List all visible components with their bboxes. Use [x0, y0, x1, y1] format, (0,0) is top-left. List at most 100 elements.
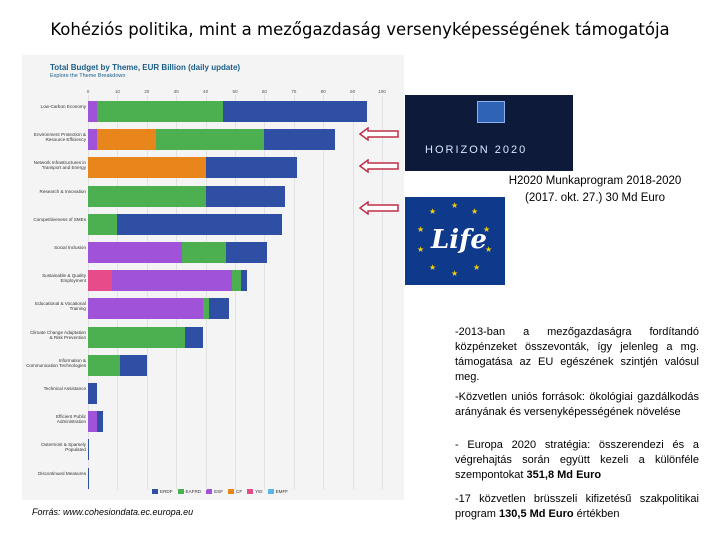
bar-segment-erdf[interactable] — [88, 439, 90, 461]
category-label[interactable]: Social Inclusion — [54, 245, 86, 250]
budget-chart: Total Budget by Theme, EUR Billion (dail… — [22, 55, 404, 500]
star-icon: ★ — [417, 225, 425, 234]
legend-swatch — [152, 489, 158, 495]
bar-segment-eafrd[interactable] — [96, 101, 224, 122]
category-label[interactable]: Network Infrastructures in Transport and… — [33, 160, 86, 171]
arrow-icon — [359, 201, 399, 215]
legend-swatch — [177, 489, 184, 495]
h2020-line1: H2020 Munkaprogram 2018-2020 — [508, 175, 682, 187]
x-tick-label: 70 — [291, 89, 297, 94]
legend-item[interactable]: CF — [228, 489, 242, 495]
x-tick-label: 0 — [86, 89, 90, 94]
bar-segment-cf[interactable] — [88, 157, 206, 179]
paragraph-1: -2013-ban a mezőgazdaságra fordítandó kö… — [455, 326, 699, 383]
x-tick-label: 60 — [261, 89, 267, 94]
bar-segment-eafrd[interactable] — [202, 298, 209, 320]
bar-segment-esf[interactable] — [88, 242, 183, 263]
bar-segment-eafrd[interactable] — [88, 354, 121, 376]
bar-segment-erdf[interactable] — [223, 101, 368, 122]
arrow-icon — [359, 159, 399, 173]
bar-segment-erdf[interactable] — [240, 270, 247, 292]
gridline — [323, 95, 325, 490]
category-label[interactable]: Sustainable & Quality Employment — [42, 273, 86, 284]
legend-item[interactable]: ERDF — [152, 489, 173, 495]
paragraph-4: -17 közvetlen brüsszeli kifizetésű szakp… — [455, 492, 699, 522]
x-tick-label: 80 — [320, 89, 326, 94]
bar-segment-erdf[interactable] — [205, 157, 297, 179]
x-tick-label: 30 — [173, 89, 179, 94]
category-label[interactable]: Discontinued Measures — [37, 470, 86, 476]
bar-segment-eafrd[interactable] — [88, 326, 186, 348]
chart-legend: ERDF EAFRD ESF CF YEI EMFF — [152, 489, 288, 495]
gridline — [235, 95, 236, 490]
bar-segment-erdf[interactable] — [226, 242, 268, 263]
bar-segment-erdf[interactable] — [264, 129, 335, 151]
bar-segment-esf[interactable] — [88, 411, 97, 433]
bar-segment-erdf[interactable] — [120, 354, 147, 376]
bar-segment-eafrd[interactable] — [182, 242, 227, 263]
bar-segment-erdf[interactable] — [185, 326, 203, 348]
bar-segment-esf[interactable] — [88, 129, 97, 151]
category-label[interactable]: Efficient Public Administration — [55, 414, 86, 425]
x-tick-label: 20 — [144, 89, 150, 94]
gridline — [176, 95, 178, 490]
bar-segment-erdf[interactable] — [96, 411, 103, 433]
bar-segment-erdf[interactable] — [208, 298, 230, 320]
h2020-line2: (2017. okt. 27.) 30 Md Euro — [525, 192, 665, 204]
bar-segment-eafrd[interactable] — [155, 129, 265, 151]
gridline — [205, 95, 207, 490]
x-tick-label: 50 — [232, 89, 238, 94]
bar-segment-erdf[interactable] — [88, 467, 89, 489]
category-label[interactable]: Climate Change Adaptation & Risk Prevent… — [30, 329, 86, 340]
paragraph-4-text: -17 közvetlen brüsszeli kifizetésű szakp… — [455, 493, 699, 520]
bar-segment-cf[interactable] — [96, 129, 156, 151]
horizon-2020-image: HORIZON 2020 — [405, 95, 573, 171]
category-label[interactable]: Low-Carbon Economy — [40, 104, 86, 109]
chart-title: Total Budget by Theme, EUR Billion (dail… — [50, 63, 241, 72]
star-icon: ★ — [429, 263, 437, 272]
category-label[interactable]: Technical Assistance — [43, 386, 86, 391]
category-label[interactable]: Environment Protection & Resource Effici… — [33, 132, 86, 143]
gridline — [382, 95, 383, 490]
category-label[interactable]: Information & Communication Technologies — [26, 357, 86, 368]
star-icon: ★ — [473, 263, 481, 272]
gridline — [117, 95, 119, 490]
eu-flag-icon — [477, 101, 505, 123]
x-tick-label: 40 — [203, 89, 209, 94]
source-note[interactable]: Forrás: www.cohesiondata.ec.europa.eu — [32, 507, 194, 517]
bar-segment-erdf[interactable] — [88, 383, 97, 404]
legend-item[interactable]: ESF — [206, 489, 223, 495]
category-label[interactable]: Competitiveness of SMEs — [33, 216, 86, 222]
bar-segment-esf[interactable] — [111, 270, 233, 292]
slide-title: Kohéziós politika, mint a mezőgazdaság v… — [50, 20, 670, 39]
bar-segment-yei[interactable] — [88, 270, 112, 292]
bar-segment-esf[interactable] — [88, 101, 97, 122]
bar-segment-erdf[interactable] — [205, 185, 285, 207]
bar-segment-eafrd[interactable] — [88, 213, 118, 235]
category-label[interactable]: Educational & Vocational Training — [35, 301, 86, 312]
legend-item[interactable]: YEI — [247, 489, 263, 495]
star-icon: ★ — [451, 201, 459, 210]
star-icon: ★ — [485, 245, 493, 254]
bar-segment-eafrd[interactable] — [232, 270, 241, 292]
bar-segment-eafrd[interactable] — [88, 185, 206, 207]
paragraph-3-amount: 351,8 Md Euro — [526, 469, 602, 481]
h2020-caption: H2020 Munkaprogram 2018-2020 (2017. okt.… — [470, 173, 720, 207]
category-label[interactable]: Research & Innovation — [39, 188, 86, 194]
bar-segment-erdf[interactable] — [117, 213, 283, 235]
star-icon: ★ — [483, 225, 491, 234]
x-tick-label: 100 — [378, 89, 386, 94]
life-label: Life — [431, 225, 487, 255]
horizon-label: HORIZON 2020 — [425, 144, 528, 156]
star-icon: ★ — [451, 269, 459, 278]
x-tick-label: 10 — [114, 89, 120, 94]
legend-swatch — [228, 489, 235, 495]
gridline — [352, 95, 354, 490]
gridline — [264, 95, 266, 490]
bar-segment-esf[interactable] — [88, 298, 203, 320]
legend-item[interactable]: EAFRD — [177, 489, 201, 495]
chart-subtitle[interactable]: Explore the Theme Breakdown — [50, 73, 126, 79]
legend-swatch — [247, 489, 254, 495]
category-label[interactable]: Outermost & Sparsely Populated — [41, 442, 86, 453]
legend-item[interactable]: EMFF — [267, 489, 288, 495]
